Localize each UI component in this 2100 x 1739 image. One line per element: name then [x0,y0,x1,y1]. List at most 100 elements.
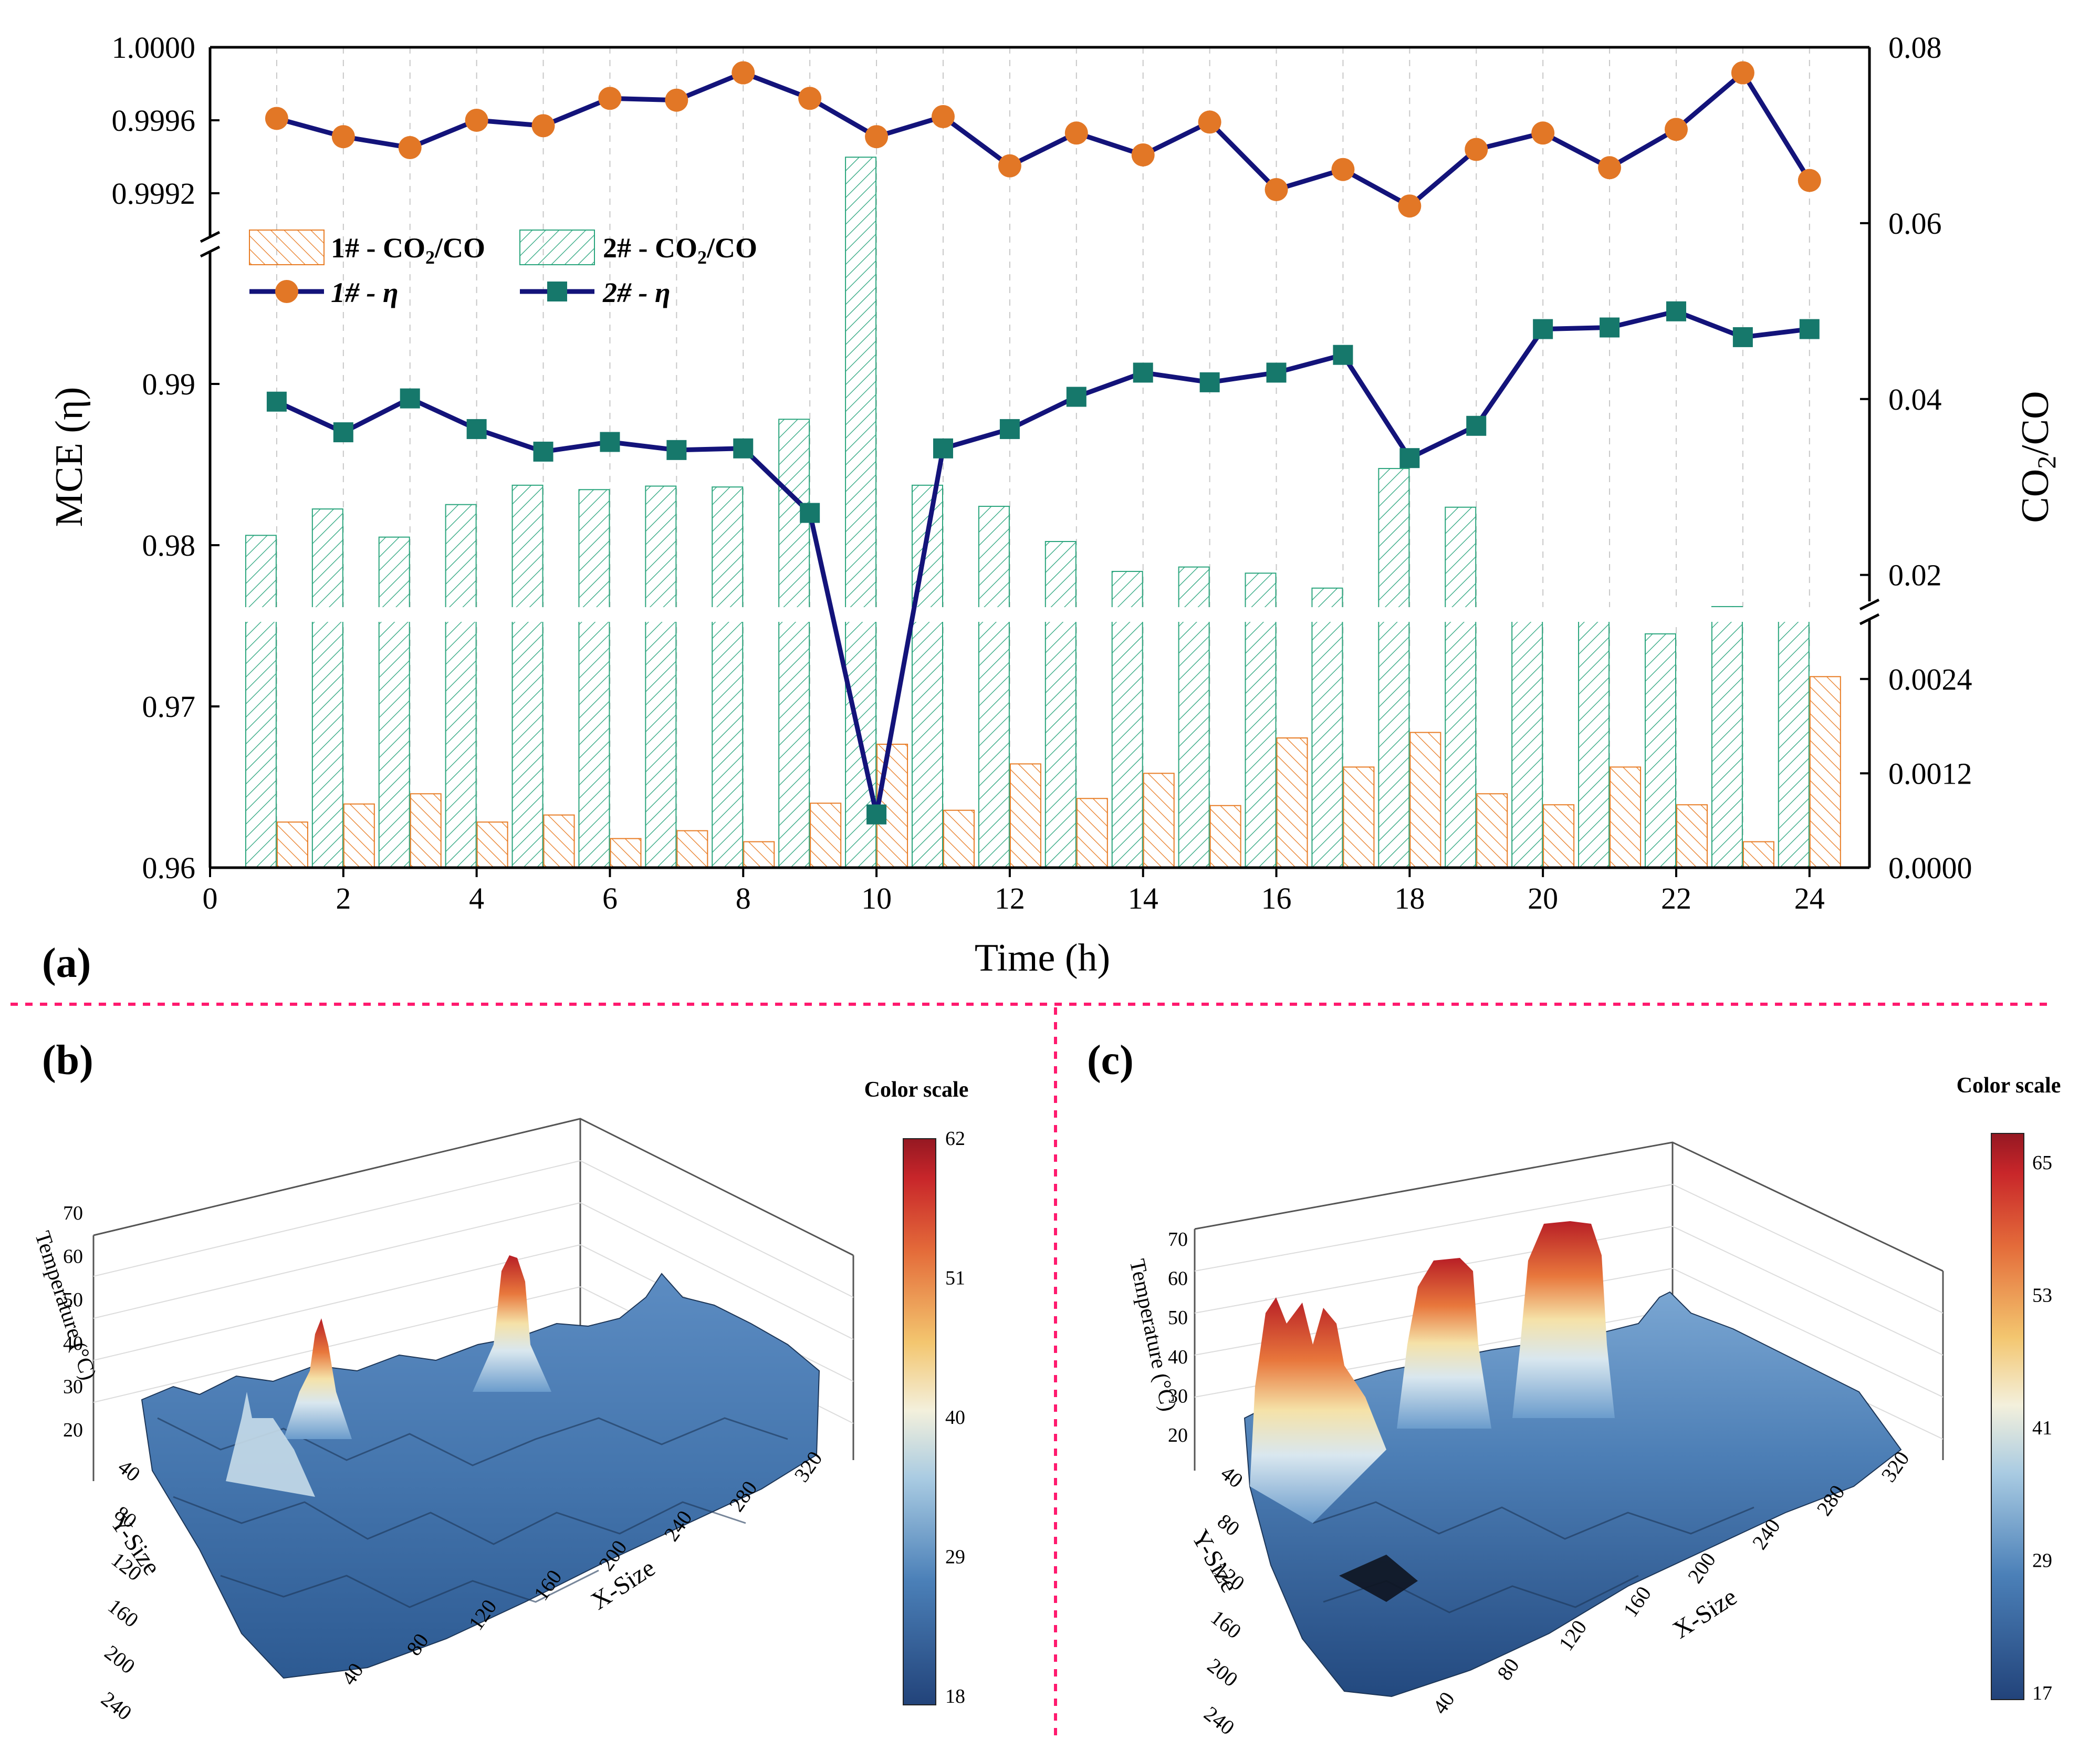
right-tick-label: 0.04 [1888,382,1942,416]
marker-1-eta [1331,158,1355,181]
marker-2-eta [800,503,820,523]
marker-2-eta [866,804,887,825]
bar-2-co2-co [578,489,610,868]
b-box-frame [92,1118,854,1481]
right-break-mark [1859,598,1880,611]
marker-2-eta [999,419,1020,439]
bar-1-co2-co [1809,676,1841,868]
bar-2-co2-co [1378,468,1410,868]
bar-1-co2-co [1209,805,1241,869]
bar-2-co2-co [1445,506,1477,868]
b-peak-1 [473,1255,551,1392]
c-colorbar [1991,1133,2024,1700]
bar-2-co2-co [778,419,810,868]
legend-marker-1-eta [275,280,298,303]
bar-1-co2-co [1076,798,1108,868]
left-axis-title: MCE (η) [48,387,91,527]
left-tick-label: 0.98 [142,528,196,563]
x-tick-label: 0 [203,881,218,915]
marker-2-eta [466,419,487,439]
colorbar-tick-label: 40 [945,1407,965,1429]
bar-1-co2-co [1276,737,1308,868]
marker-2-eta [666,440,687,460]
bar-1-co2-co [676,830,708,868]
left-break-mark [200,231,221,243]
left-break-mark [200,245,221,258]
bar-1-co2-co [276,821,308,869]
legend-swatch-1-co2-co [249,230,325,265]
z-tick-label: 70 [1168,1228,1188,1251]
bar-1-co2-co [943,809,975,868]
b-colorbar-title: Color scale [864,1078,969,1102]
bar-2-co2-co [445,504,477,868]
marker-2-eta [1399,448,1420,468]
marker-2-eta [1732,327,1753,347]
marker-2-eta [1799,319,1820,339]
right-tick-label: 0.0012 [1888,756,1972,790]
panel-label-b: (b) [42,1037,93,1084]
bar-2-co2-co [511,484,544,868]
legend: 1# - CO2/CO 2# - CO2/CO 1# - η 2# - η [249,230,757,308]
right-axis-title: CO2/CO [2014,391,2061,523]
bar-1-co2-co [343,803,375,868]
bar-1-co2-co [1543,804,1575,868]
bar-1-co2-co [1676,804,1708,868]
b-peak-2 [284,1318,352,1439]
bar-2-co2-co [311,508,343,868]
right-tick-label: 0.02 [1888,558,1942,592]
b-peak-3 [226,1392,315,1497]
y-tick-label: 160 [103,1594,143,1632]
left-tick-label: 0.96 [142,851,196,885]
line-1-eta [276,69,1812,209]
x-tick-label: 8 [736,881,751,915]
z-tick-label: 40 [63,1332,83,1355]
marker-1-eta [998,154,1021,178]
bar-2-co2-co [978,506,1010,868]
bar-1-co2-co [543,814,575,869]
z-tick-label: 30 [63,1376,83,1398]
colorbar-tick-label: 29 [945,1546,965,1568]
right-tick-label: 0.0024 [1888,662,1972,696]
bar-2-co2-co [911,484,943,868]
legend-label: 1# - η [331,277,399,308]
bar-1-co2-co [1409,732,1441,868]
bar-1-co2-co [810,803,842,869]
bar-2-co2-co [1311,587,1343,868]
z-tick-label: 20 [1168,1424,1188,1446]
b-z-ticks: 20 30 40 50 60 70 [63,1202,83,1441]
bar-1-co2-co [1742,841,1774,868]
z-tick-label: 40 [1168,1346,1188,1368]
bar-1-co2-co [1143,773,1175,868]
bar-2-co2-co [1511,618,1543,868]
y-tick-label: 240 [1199,1702,1239,1739]
y-tick-label: 80 [1213,1509,1244,1540]
x-tick-label: 16 [1261,881,1292,915]
z-tick-label: 20 [63,1419,83,1441]
marker-2-eta [400,388,420,409]
x-tick-label: 40 [1428,1688,1459,1719]
bar-1-co2-co [1476,793,1508,868]
z-tick-label: 60 [63,1246,83,1268]
left-tick-label: 0.97 [142,690,196,724]
marker-1-eta [465,108,488,132]
left-tick-label: 1.0000 [112,30,196,65]
marker-1-eta [1598,156,1622,180]
legend-swatch-2-co2-co [519,230,595,265]
x-tick-label: 10 [861,881,892,915]
x-tick-label: 24 [1794,881,1825,915]
marker-2-eta [1199,372,1220,392]
x-tick-label: 20 [1528,881,1558,915]
panel-label-a: (a) [42,940,91,986]
x-tick-label: 4 [469,881,484,915]
bar-1-co2-co [1009,763,1041,868]
marker-1-eta [398,136,422,160]
bar-2-co2-co [1044,541,1077,869]
left-tick-label: 0.9992 [112,176,196,211]
x-tick-label: 6 [602,881,618,915]
bar-2-co2-co [845,157,877,868]
bar-2-co2-co [1778,619,1810,868]
bar-2-co2-co [645,485,677,868]
marker-2-eta [1466,415,1487,436]
a-lines-layer [265,61,1821,825]
